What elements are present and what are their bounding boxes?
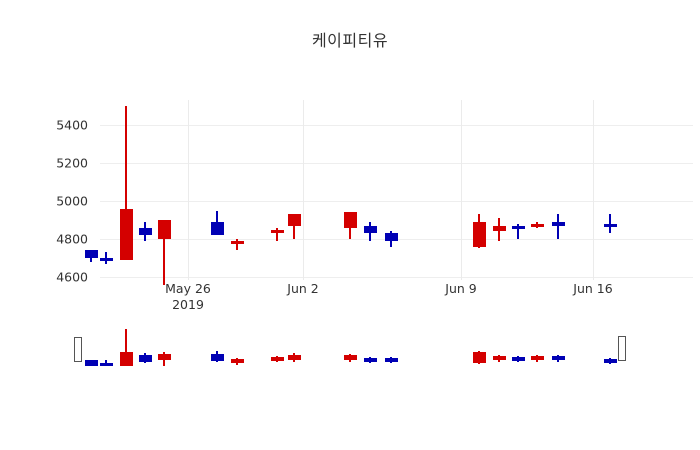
y-axis-tick-label: 4800 bbox=[56, 231, 88, 247]
candlestick-wick bbox=[557, 214, 559, 239]
volume-bar-body bbox=[99, 363, 113, 366]
volume-bar-body bbox=[270, 357, 284, 361]
candlestick-wick bbox=[163, 220, 165, 285]
volume-bar-body bbox=[138, 355, 152, 362]
candlestick-body bbox=[603, 223, 617, 227]
volume-bar-body bbox=[343, 355, 357, 360]
candlestick-body bbox=[210, 221, 224, 236]
candlestick-body bbox=[157, 220, 171, 239]
selection-box-left[interactable] bbox=[74, 337, 82, 362]
volume-bar-body bbox=[157, 354, 171, 360]
volume-bar-body bbox=[530, 356, 544, 360]
volume-bar-body bbox=[210, 354, 224, 361]
y-axis-tick-label: 5200 bbox=[56, 155, 88, 171]
x-gridline bbox=[461, 100, 462, 280]
candlestick-body bbox=[384, 233, 398, 241]
candlestick-body bbox=[84, 250, 98, 258]
volume-bar-body bbox=[492, 356, 506, 360]
selection-box-right[interactable] bbox=[618, 336, 626, 361]
y-gridline bbox=[100, 277, 693, 278]
x-axis-tick-label: Jun 2 bbox=[287, 281, 319, 296]
candlestick-body bbox=[99, 258, 113, 261]
candlestick-wick bbox=[236, 239, 238, 251]
candlestick-body bbox=[343, 212, 357, 228]
y-axis-tick-label: 5000 bbox=[56, 193, 88, 209]
volume-bar-body bbox=[384, 358, 398, 362]
candlestick-body bbox=[492, 225, 506, 232]
candlestick-wick bbox=[517, 223, 519, 239]
candlestick-body bbox=[138, 227, 152, 236]
candlestick-body bbox=[230, 240, 244, 244]
volume-bar-body bbox=[472, 352, 486, 363]
x-axis-tick-label: Jun 9 bbox=[445, 281, 477, 296]
candlestick-body bbox=[530, 223, 544, 227]
x-gridline bbox=[593, 100, 594, 280]
candlestick-wick bbox=[293, 214, 295, 239]
y-gridline bbox=[100, 201, 693, 202]
x-gridline bbox=[188, 100, 189, 280]
x-axis-tick-label: May 26 2019 bbox=[165, 281, 211, 312]
volume-bar-body bbox=[511, 357, 525, 361]
candlestick-wick bbox=[105, 252, 107, 264]
candlestick-body bbox=[287, 214, 301, 226]
volume-plot-area[interactable] bbox=[100, 325, 693, 370]
volume-bar-body bbox=[119, 352, 133, 366]
y-axis-tick-label: 4600 bbox=[56, 269, 88, 285]
candlestick-wick bbox=[276, 227, 278, 241]
volume-bar-body bbox=[230, 359, 244, 363]
candlestick-body bbox=[472, 221, 486, 247]
price-plot-area[interactable] bbox=[100, 100, 693, 280]
volume-bar-body bbox=[603, 359, 617, 363]
candlestick-body bbox=[511, 225, 525, 229]
y-gridline bbox=[100, 125, 693, 126]
candlestick-body bbox=[551, 221, 565, 226]
candlestick-wick bbox=[125, 106, 127, 260]
volume-bar-body bbox=[551, 356, 565, 360]
candlestick-body bbox=[363, 225, 377, 234]
volume-bar-body bbox=[363, 358, 377, 362]
x-axis-tick-label: Jun 16 bbox=[573, 281, 613, 296]
volume-bar-body bbox=[287, 355, 301, 360]
y-gridline bbox=[100, 163, 693, 164]
x-gridline bbox=[303, 100, 304, 280]
volume-bar-wick bbox=[125, 329, 127, 366]
y-axis-tick-label: 5400 bbox=[56, 117, 88, 133]
page-title: 케이피티유 bbox=[311, 31, 389, 50]
candlestick-body bbox=[119, 208, 133, 260]
candlestick-body bbox=[270, 229, 284, 233]
volume-bar-body bbox=[84, 360, 98, 366]
